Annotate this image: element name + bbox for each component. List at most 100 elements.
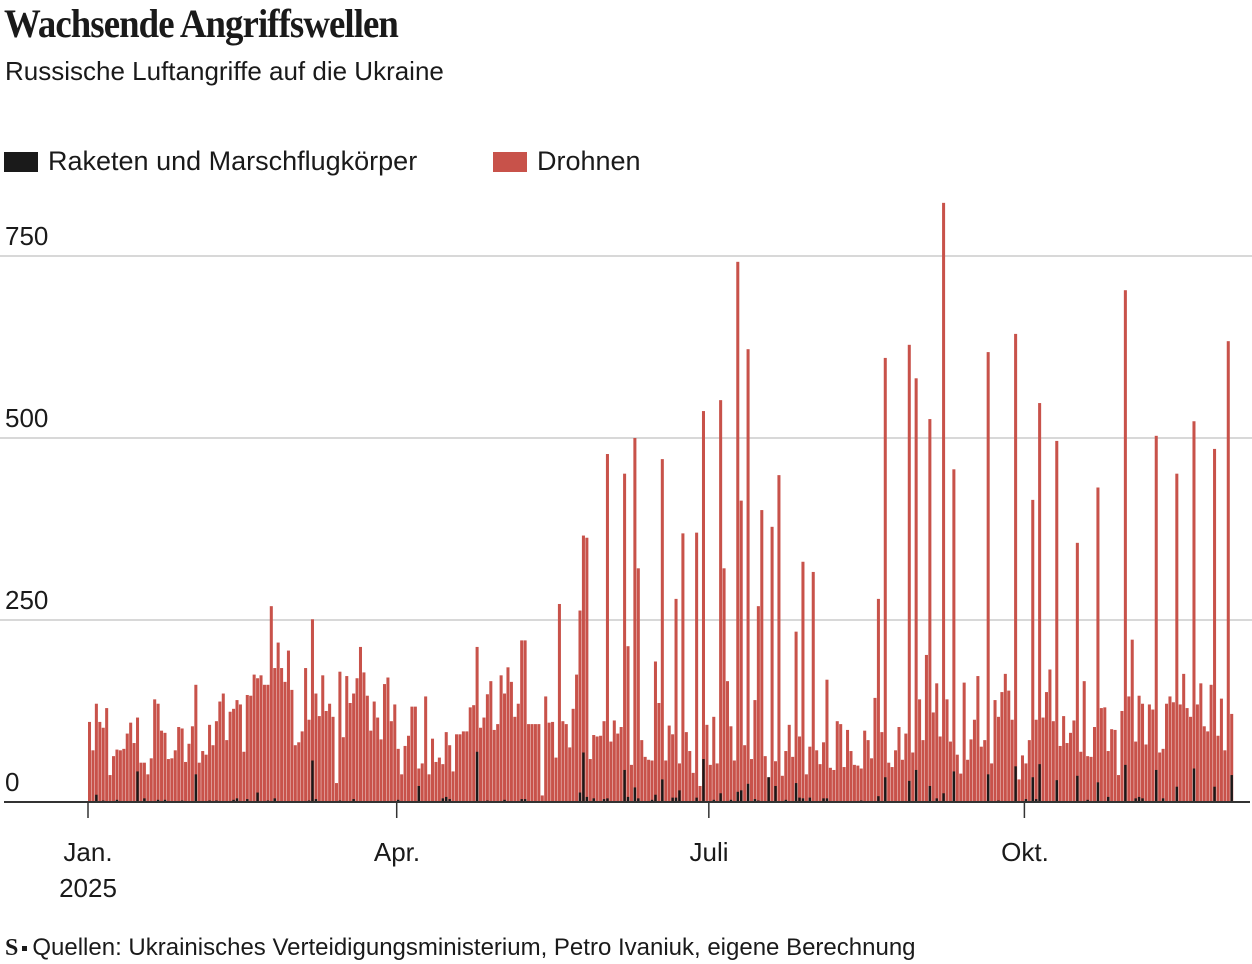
bar-drones xyxy=(794,631,798,802)
bar-drones xyxy=(815,750,819,802)
bar-drones xyxy=(667,725,671,802)
bar-drones xyxy=(348,702,352,802)
bar-drones xyxy=(413,706,417,802)
bar-missiles xyxy=(935,798,938,802)
bar-drones xyxy=(966,759,970,802)
bar-drones xyxy=(328,703,332,802)
y-tick-label: 750 xyxy=(5,221,49,251)
bar-drones xyxy=(1219,698,1223,802)
bar-missiles xyxy=(661,779,664,802)
bar-drones xyxy=(1165,703,1169,802)
bar-drones xyxy=(705,724,709,802)
bar-drones xyxy=(729,726,733,802)
bar-missiles xyxy=(908,780,911,802)
bar-drones xyxy=(211,745,215,802)
bar-drones xyxy=(1068,732,1073,802)
bar-missiles xyxy=(1175,786,1179,802)
bar-missiles xyxy=(1107,796,1110,802)
bar-drones xyxy=(496,724,500,802)
bar-missiles xyxy=(1055,780,1058,802)
bar-drones xyxy=(1202,726,1206,802)
bar-drones xyxy=(1082,681,1086,802)
bar-drones xyxy=(1185,708,1189,802)
bar-missiles xyxy=(1141,798,1144,802)
bar-drones xyxy=(509,681,513,802)
bar-drones xyxy=(671,734,675,802)
y-tick-label: 500 xyxy=(5,403,49,433)
bar-drones xyxy=(235,700,239,802)
bar-drones xyxy=(633,438,637,802)
bar-missiles xyxy=(794,783,798,802)
bar-drones xyxy=(396,748,400,802)
bar-drones xyxy=(362,672,366,802)
bar-drones xyxy=(1024,763,1028,802)
bar-missiles xyxy=(719,793,722,802)
bar-drones xyxy=(352,693,356,802)
bar-missiles xyxy=(712,799,715,802)
bar-drones xyxy=(801,561,805,802)
bar-drones xyxy=(197,762,201,802)
bar-drones xyxy=(876,598,880,802)
bar-drones xyxy=(660,459,664,802)
bar-drones xyxy=(691,772,695,802)
bar-drones xyxy=(527,724,531,802)
bar-drones xyxy=(914,378,918,802)
bar-drones xyxy=(880,732,884,802)
bar-drones xyxy=(201,751,205,802)
chart-subtitle: Russische Luftangriffe auf die Ukraine xyxy=(5,56,444,86)
bar-missiles xyxy=(445,796,448,802)
bar-missiles xyxy=(1014,766,1017,802)
bar-drones xyxy=(1072,720,1076,802)
bar-missiles xyxy=(1124,764,1127,802)
bar-drones xyxy=(1106,751,1110,802)
bar-drones xyxy=(1130,639,1134,802)
bar-drones xyxy=(1141,703,1145,802)
bar-drones xyxy=(334,783,338,802)
bar-drones xyxy=(763,756,767,802)
bar-drones xyxy=(677,763,681,802)
bar-drones xyxy=(736,261,740,803)
bar-missiles xyxy=(986,774,990,802)
bar-missiles xyxy=(1155,769,1158,802)
bar-drones xyxy=(626,646,630,802)
bar-drones xyxy=(753,700,757,802)
bar-drones xyxy=(455,734,459,802)
bar-missiles xyxy=(585,796,589,802)
bar-drones xyxy=(98,721,102,802)
bar-drones xyxy=(564,724,568,802)
bar-drones xyxy=(1000,692,1004,802)
bar-drones xyxy=(938,736,942,802)
bar-missiles xyxy=(884,777,887,802)
bar-drones xyxy=(293,745,297,802)
legend-item-drones: Drohnen xyxy=(493,146,641,177)
bar-drones xyxy=(1103,707,1107,802)
bar-missiles xyxy=(582,752,585,802)
bar-drones xyxy=(393,704,397,802)
bar-drones xyxy=(976,676,980,802)
bar-drones xyxy=(547,722,551,802)
bar-drones xyxy=(732,760,736,802)
bar-drones xyxy=(804,774,808,802)
bar-drones xyxy=(1161,748,1165,802)
bar-missiles xyxy=(314,799,318,802)
bar-missiles xyxy=(729,799,733,802)
bar-drones xyxy=(1175,473,1179,802)
bar-drones xyxy=(907,344,911,802)
bar-drones xyxy=(725,681,730,802)
bar-drones xyxy=(595,736,599,802)
bar-drones xyxy=(365,695,369,802)
bar-drones xyxy=(1158,752,1162,802)
bar-drones xyxy=(825,679,829,802)
bar-drones xyxy=(400,774,404,802)
bar-drones xyxy=(959,773,963,802)
bar-drones xyxy=(520,640,524,802)
bar-drones xyxy=(1189,716,1193,802)
bar-drones xyxy=(468,707,472,802)
bar-drones xyxy=(1044,692,1048,802)
bar-drones xyxy=(897,727,901,802)
bar-drones xyxy=(808,746,812,802)
bar-drones xyxy=(1062,716,1066,802)
bar-missiles xyxy=(520,799,523,802)
legend-label-drones: Drohnen xyxy=(537,146,641,176)
bar-drones xyxy=(647,759,651,802)
